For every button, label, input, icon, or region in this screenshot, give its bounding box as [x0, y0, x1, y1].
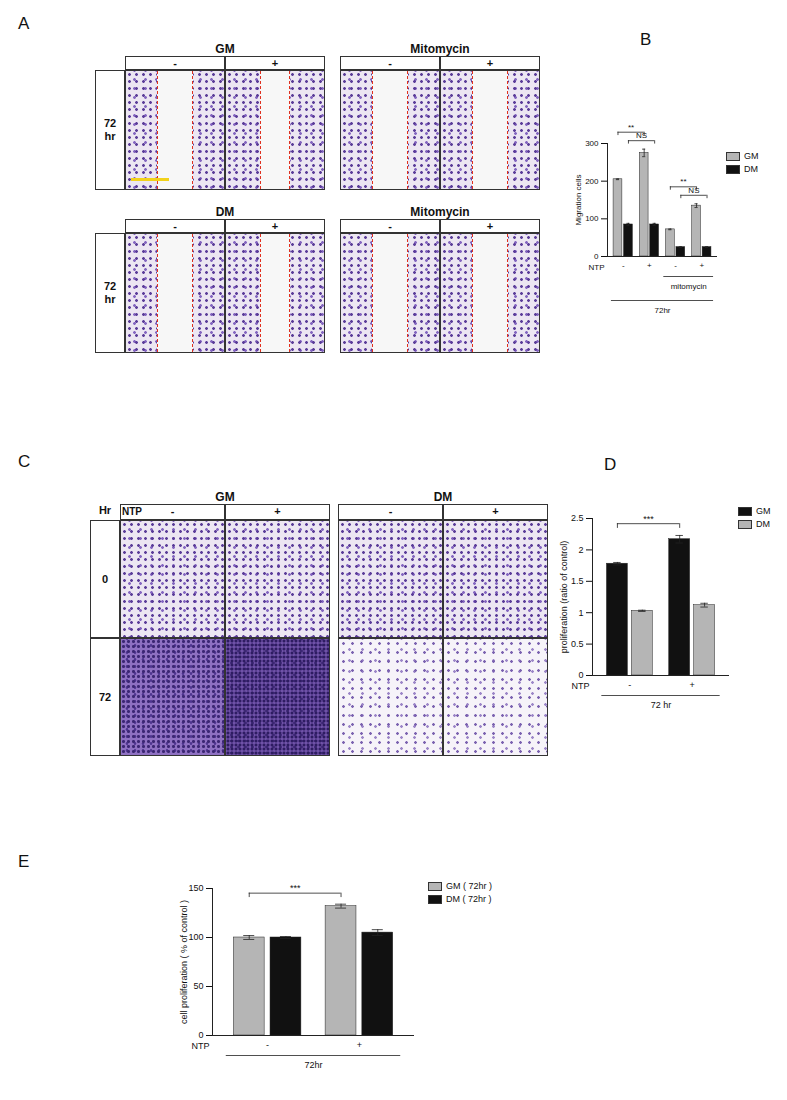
svg-text:+: + [699, 261, 704, 270]
svg-text:NTP: NTP [572, 681, 590, 691]
svg-text:-: - [674, 261, 677, 270]
html-text:GM ( 72hr ): GM ( 72hr ) [446, 881, 492, 891]
html-text:GM: GM [756, 506, 771, 516]
html-text:72 hr: 72 hr [103, 117, 117, 142]
svg-text:2.5: 2.5 [571, 513, 584, 523]
svg-text:1: 1 [578, 608, 583, 618]
svg-text:NS: NS [636, 131, 648, 141]
svg-text:Migration cells: Migration cells [574, 174, 583, 225]
html-text:72 hr: 72 hr [103, 280, 117, 305]
svg-text:2: 2 [578, 545, 583, 555]
svg-text:0.5: 0.5 [571, 639, 584, 649]
svg-text:0: 0 [594, 252, 599, 261]
svg-text:100: 100 [585, 214, 599, 223]
html-text:Mitomycin: Mitomycin [410, 205, 470, 219]
svg-text:0: 0 [578, 670, 583, 680]
html-text:DM: DM [744, 164, 758, 174]
html-text:NTP: NTP [122, 506, 142, 517]
svg-text:mitomycin: mitomycin [671, 282, 707, 291]
svg-text:proliferation (ratio of contro: proliferation (ratio of control) [559, 541, 569, 654]
svg-text:+: + [357, 1040, 362, 1050]
svg-text:72 hr: 72 hr [651, 700, 672, 710]
svg-text:NTP: NTP [589, 263, 605, 272]
html-text:D: D [604, 455, 617, 474]
svg-text:-: - [266, 1040, 269, 1050]
svg-text:100: 100 [188, 932, 203, 942]
svg-text:50: 50 [193, 981, 203, 991]
html-text:72: 72 [98, 690, 112, 703]
html-text:GM: GM [215, 42, 235, 56]
svg-text:200: 200 [585, 177, 599, 186]
svg-text:cell proliferation ( % of cont: cell proliferation ( % of control ) [179, 900, 189, 1024]
svg-text:0: 0 [198, 1030, 203, 1040]
svg-text:+: + [647, 261, 652, 270]
svg-text:72hr: 72hr [654, 306, 670, 315]
html-text:Mitomycin: Mitomycin [410, 42, 470, 56]
svg-text:-: - [622, 261, 625, 270]
html-text:GM: GM [744, 151, 759, 161]
svg-text:NS: NS [688, 185, 700, 195]
html-text:E: E [18, 852, 30, 871]
html-text:B: B [640, 30, 652, 49]
svg-text:***: *** [643, 514, 654, 524]
svg-text:**: ** [628, 123, 634, 132]
html-text:C: C [18, 452, 31, 471]
svg-text:**: ** [680, 177, 686, 186]
svg-text:150: 150 [188, 883, 203, 893]
svg-text:***: *** [290, 883, 301, 893]
html-text:A: A [18, 14, 30, 33]
svg-text:1.5: 1.5 [571, 576, 584, 586]
svg-text:-: - [628, 680, 631, 690]
svg-text:300: 300 [585, 139, 599, 148]
html-text:GM: GM [215, 490, 235, 504]
html-text:DM: DM [215, 205, 235, 219]
html-text:0: 0 [101, 572, 109, 585]
svg-text:NTP: NTP [192, 1041, 210, 1051]
svg-text:72hr: 72hr [304, 1060, 322, 1070]
svg-text:+: + [690, 680, 695, 690]
html-text:DM ( 72hr ): DM ( 72hr ) [446, 894, 492, 904]
html-text:DM: DM [433, 490, 453, 504]
html-text:DM: DM [756, 519, 770, 529]
html-text:Hr: Hr [98, 504, 112, 516]
